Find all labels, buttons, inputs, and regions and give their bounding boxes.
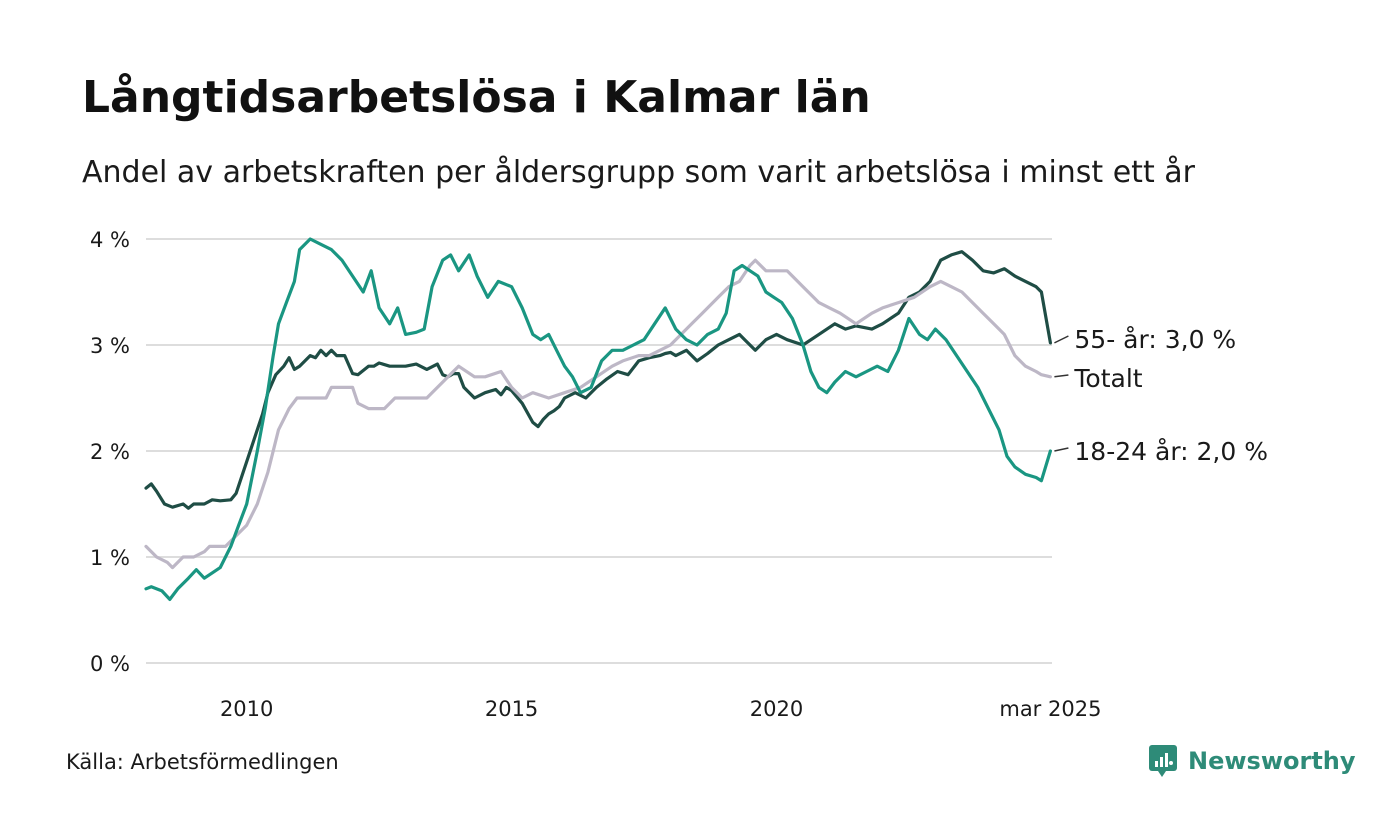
series-line-total bbox=[144, 258, 1052, 570]
x-axis: 2010 2015 2020 mar 2025 bbox=[220, 697, 1102, 721]
series-line-age55 bbox=[144, 250, 1052, 510]
brand-logo: Newsworthy bbox=[1148, 744, 1356, 778]
y-axis: 0 % 1 % 2 % 3 % 4 % bbox=[90, 228, 130, 676]
label-connector bbox=[1054, 374, 1069, 378]
end-label-age18_24: 18-24 år: 2,0 % bbox=[1074, 437, 1268, 466]
series-lines bbox=[144, 237, 1052, 601]
x-tick-label: 2020 bbox=[750, 697, 803, 721]
x-tick-label: 2015 bbox=[485, 697, 538, 721]
chart-title: Långtidsarbetslösa i Kalmar län bbox=[82, 72, 871, 123]
gridlines bbox=[146, 238, 1052, 664]
label-connector bbox=[1054, 447, 1069, 452]
x-tick-label: mar 2025 bbox=[999, 697, 1101, 721]
source-note: Källa: Arbetsförmedlingen bbox=[66, 750, 339, 774]
newsworthy-icon bbox=[1149, 745, 1177, 777]
end-labels: 55- år: 3,0 % Totalt 18-24 år: 2,0 % bbox=[1054, 325, 1268, 466]
x-tick-label: 2010 bbox=[220, 697, 273, 721]
y-tick-label: 1 % bbox=[90, 546, 130, 570]
y-tick-label: 2 % bbox=[90, 440, 130, 464]
end-label-age55: 55- år: 3,0 % bbox=[1074, 325, 1236, 354]
brand-name: Newsworthy bbox=[1188, 747, 1356, 775]
y-tick-label: 0 % bbox=[90, 652, 130, 676]
y-tick-label: 3 % bbox=[90, 334, 130, 358]
label-connector bbox=[1054, 335, 1069, 344]
chart-subtitle: Andel av arbetskraften per åldersgrupp s… bbox=[82, 155, 1195, 190]
end-label-total: Totalt bbox=[1073, 364, 1142, 393]
series-line-age18_24 bbox=[144, 237, 1052, 601]
y-tick-label: 4 % bbox=[90, 228, 130, 252]
